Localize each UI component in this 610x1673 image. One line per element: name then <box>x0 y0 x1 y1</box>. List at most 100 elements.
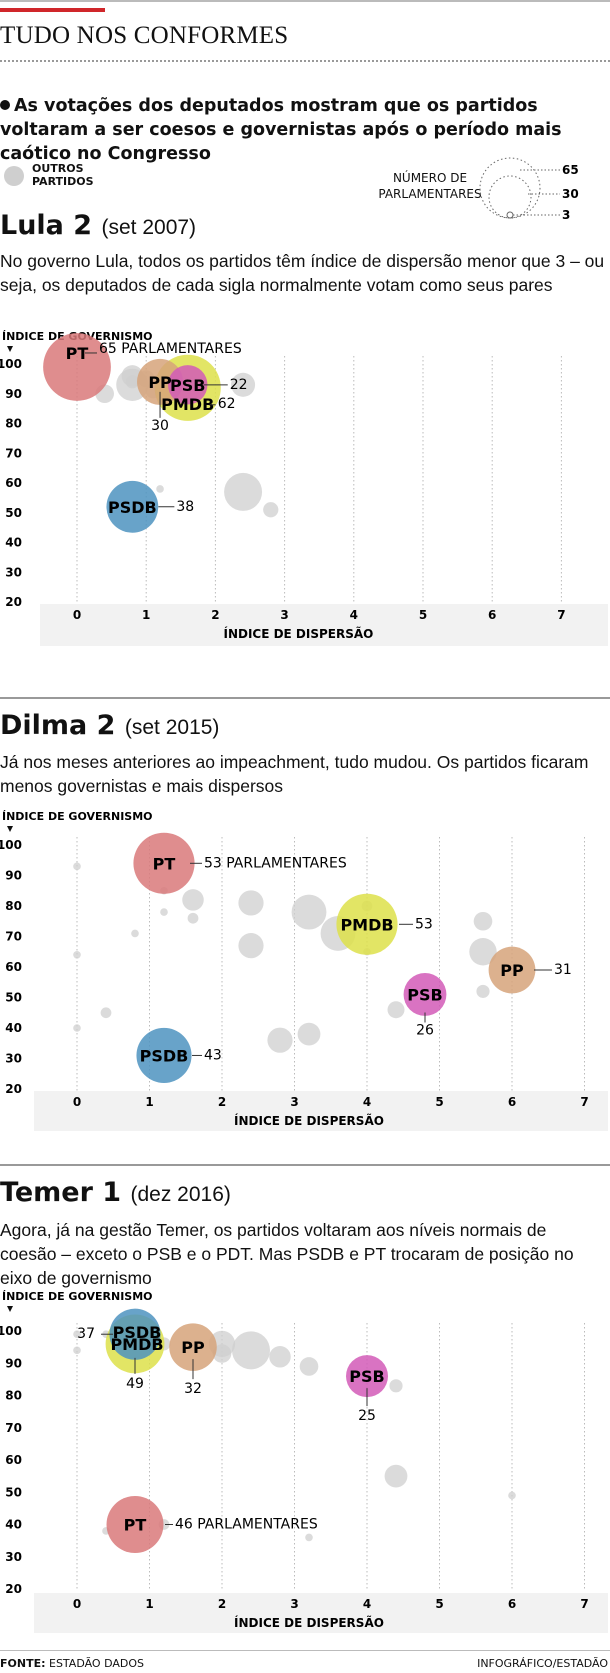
x-tick-label: 4 <box>363 1095 371 1109</box>
x-tick-label: 0 <box>73 608 81 622</box>
other-party-bubble <box>182 889 204 911</box>
y-tick-label: 40 <box>5 1021 22 1035</box>
section-period: (set 2007) <box>101 216 197 239</box>
section-divider <box>0 1164 610 1166</box>
y-axis-arrow-icon <box>7 826 13 832</box>
y-tick-label: 100 <box>0 357 22 371</box>
x-tick-label: 1 <box>145 1095 153 1109</box>
other-party-bubble <box>212 1344 232 1363</box>
other-party-bubble <box>73 1346 81 1355</box>
other-party-bubble <box>269 1346 291 1368</box>
x-tick-label: 3 <box>290 1597 298 1611</box>
x-tick-label: 2 <box>218 1597 226 1611</box>
legend-size-value: 3 <box>562 208 570 222</box>
other-party-bubble <box>224 472 263 511</box>
y-tick-label: 50 <box>5 1485 22 1499</box>
party-bubble-psb <box>346 1355 388 1398</box>
party-label-psdb: PSDB <box>108 498 157 517</box>
x-tick-label: 4 <box>350 608 358 622</box>
party-count-label: 37 <box>77 1326 95 1342</box>
section-name: Dilma 2 <box>0 710 116 741</box>
legend-size-circles: 65 30 3 <box>479 157 579 222</box>
footer-source-text: ESTADÃO DADOS <box>49 1657 144 1670</box>
party-count-label: 46 PARLAMENTARES <box>175 1517 318 1533</box>
x-axis-title: ÍNDICE DE DISPERSÃO <box>234 1113 384 1128</box>
party-count-label: 38 <box>176 499 194 515</box>
y-tick-label: 80 <box>5 899 22 913</box>
party-count-label: 49 <box>126 1376 144 1392</box>
other-party-bubble <box>305 1533 313 1542</box>
party-label-pt: PT <box>124 1516 147 1535</box>
y-tick-label: 20 <box>5 1582 22 1596</box>
y-tick-label: 60 <box>5 1453 22 1467</box>
chart-temer: ÍNDICE DE GOVERNISMO 20 30 40 50 60 70 80 90 100 0… <box>0 1290 608 1633</box>
party-count-label: 22 <box>230 377 248 393</box>
y-axis-arrow-icon <box>7 1306 13 1312</box>
y-tick-label: 90 <box>5 869 22 883</box>
legend-size-value: 65 <box>562 163 579 177</box>
y-tick-label: 90 <box>5 387 22 401</box>
party-count-label: 62 <box>218 396 236 412</box>
chart-dilma: ÍNDICE DE GOVERNISMO 20 30 40 50 60 70 80 90 100 0… <box>0 810 608 1131</box>
section-title-dilma: Dilma 2 (set 2015) <box>0 710 219 741</box>
y-tick-label: 50 <box>5 506 22 520</box>
party-bubble-psb <box>403 973 447 1016</box>
y-axis-panel <box>0 833 30 1101</box>
section-divider <box>0 697 610 699</box>
other-party-bubble <box>73 951 81 959</box>
lede: As votações dos deputados mostram que os… <box>0 94 610 166</box>
x-axis-title: ÍNDICE DE DISPERSÃO <box>234 1615 384 1630</box>
y-tick-label: 40 <box>5 536 22 550</box>
other-party-bubble <box>299 1357 319 1376</box>
party-count-label: 53 <box>415 916 433 932</box>
x-tick-label: 7 <box>580 1597 588 1611</box>
party-label-psb: PSB <box>349 1367 384 1386</box>
party-bubble-psdb <box>109 1308 161 1360</box>
party-label-psb: PSB <box>170 376 205 395</box>
section-name: Temer 1 <box>0 1177 122 1208</box>
y-axis-title: ÍNDICE DE GOVERNISMO <box>2 810 153 823</box>
party-label-pp: PP <box>181 1338 205 1357</box>
legend-size-title: NÚMERO DE PARLAMENTARES <box>378 171 482 201</box>
section-period: (dez 2016) <box>130 1183 231 1206</box>
y-tick-label: 100 <box>0 1324 22 1338</box>
party-bubble-pp <box>488 946 536 994</box>
x-tick-label: 7 <box>557 608 565 622</box>
top-rule <box>0 0 610 2</box>
party-count-label: 65 PARLAMENTARES <box>99 341 242 357</box>
other-party-bubble <box>291 894 327 930</box>
other-party-bubble <box>476 984 490 998</box>
x-tick-label: 3 <box>280 608 288 622</box>
x-tick-label: 1 <box>145 1597 153 1611</box>
y-tick-label: 60 <box>5 476 22 490</box>
y-tick-label: 50 <box>5 991 22 1005</box>
footer-source: FONTE: ESTADÃO DADOS <box>0 1657 144 1670</box>
other-party-bubble <box>238 890 264 916</box>
y-axis-title: ÍNDICE DE GOVERNISMO <box>2 1290 153 1303</box>
dotted-divider <box>0 60 610 62</box>
party-bubble-pt <box>133 832 195 894</box>
x-tick-label: 2 <box>211 608 219 622</box>
x-tick-label: 5 <box>435 1597 443 1611</box>
other-party-bubble <box>297 1022 321 1046</box>
x-tick-label: 6 <box>508 1597 516 1611</box>
party-count-label: 53 PARLAMENTARES <box>204 855 347 871</box>
x-tick-label: 1 <box>142 608 150 622</box>
party-bubble-psdb <box>106 480 159 533</box>
other-party-bubble <box>73 1024 81 1032</box>
other-party-bubble <box>187 912 199 924</box>
x-tick-label: 7 <box>580 1095 588 1109</box>
party-bubble-psb <box>168 365 208 405</box>
x-axis-panel <box>34 1593 608 1633</box>
other-party-bubble <box>469 938 497 966</box>
y-axis-panel <box>0 352 30 614</box>
other-party-bubble <box>100 1007 112 1019</box>
size-3-circle <box>506 211 514 219</box>
other-party-bubble <box>73 1330 81 1339</box>
x-tick-label: 0 <box>73 1597 81 1611</box>
other-party-bubble <box>263 502 279 518</box>
section-desc-lula: No governo Lula, todos os partidos têm í… <box>0 251 605 295</box>
x-axis-panel <box>40 604 608 646</box>
y-tick-label: 90 <box>5 1356 22 1370</box>
y-axis-panel <box>0 1319 30 1601</box>
